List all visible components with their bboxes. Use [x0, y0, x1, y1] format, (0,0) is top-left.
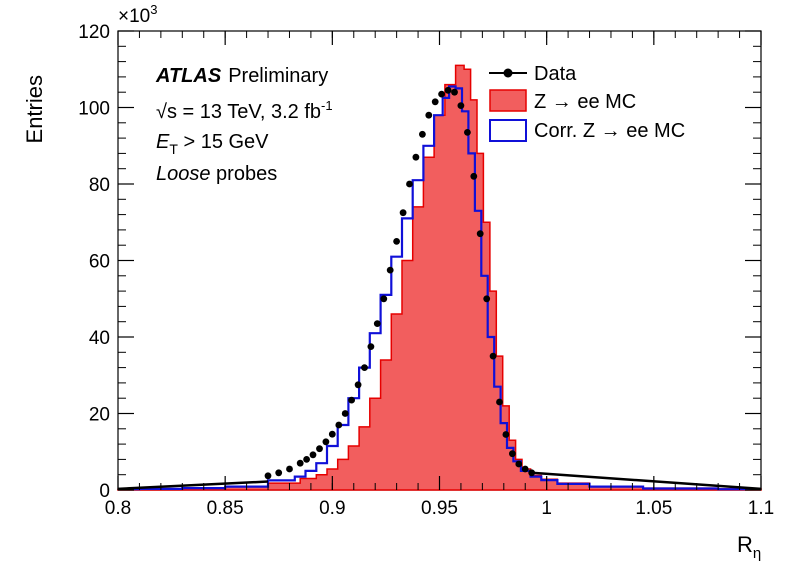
- x-axis: 0.8 0.85 0.9 0.95 1 1.05 1.1: [105, 31, 774, 519]
- legend-swatch-corr-mc: [489, 119, 527, 142]
- data-point: [509, 450, 516, 458]
- legend-swatch-mc: [489, 89, 527, 112]
- y-axis: 0 20 40 60 80 100 120: [78, 22, 761, 502]
- data-point: [464, 129, 471, 136]
- data-point: [438, 90, 445, 98]
- legend-marker-data: [503, 68, 513, 78]
- data-point: [296, 459, 304, 467]
- x-tick-label: 1.1: [748, 498, 774, 519]
- data-point: [431, 98, 439, 106]
- y-tick-label: 0: [99, 481, 110, 502]
- data-point: [483, 295, 491, 303]
- data-point: [521, 465, 529, 473]
- x-tick-label: 1: [541, 498, 552, 519]
- data-point: [373, 320, 381, 327]
- x-tick-label: 1.05: [635, 498, 672, 519]
- data-point: [476, 230, 484, 238]
- data-point: [309, 451, 317, 459]
- y-multiplier: ×103: [118, 2, 157, 27]
- y-tick-label: 120: [78, 22, 110, 43]
- x-axis-title: Rη: [737, 532, 761, 562]
- data-point: [354, 381, 362, 389]
- data-point: [367, 343, 375, 350]
- data-point: [316, 445, 323, 453]
- legend-label-data: Data: [534, 63, 577, 85]
- atlas-label: ATLAS Preliminary: [155, 65, 328, 87]
- data-point: [328, 430, 336, 438]
- data-point: [515, 460, 523, 468]
- y-tick-label: 20: [89, 405, 110, 426]
- data-point: [335, 421, 343, 429]
- data-point: [341, 410, 349, 417]
- data-point: [470, 172, 478, 180]
- data-point: [406, 180, 413, 188]
- data-point: [502, 431, 510, 438]
- data-point: [412, 153, 420, 161]
- data-tail: [117, 480, 269, 491]
- data-point: [444, 86, 452, 94]
- data-point: [303, 456, 310, 463]
- data-point: [528, 469, 536, 477]
- data-point: [419, 130, 426, 138]
- y-tick-label: 100: [78, 99, 110, 120]
- data-point: [425, 111, 433, 119]
- data-point: [489, 352, 497, 360]
- data-point: [386, 266, 394, 274]
- energy-label: √s = 13 TeV, 3.2 fb-1: [156, 98, 333, 123]
- y-tick-label: 60: [89, 252, 110, 273]
- data-point: [380, 295, 388, 303]
- data-point: [361, 364, 368, 371]
- data-point: [457, 102, 465, 109]
- probe-label: Loose probes: [156, 163, 277, 185]
- legend: Data Z → ee MC Corr. Z → ee MC: [489, 63, 685, 142]
- y-axis-title: Entries: [22, 75, 47, 143]
- data-point: [322, 438, 330, 446]
- data-point: [393, 238, 400, 245]
- data-point: [264, 472, 272, 480]
- x-tick-label: 0.9: [319, 498, 345, 519]
- x-tick-label: 0.95: [421, 498, 458, 519]
- data-point: [275, 469, 283, 477]
- data-point: [286, 465, 293, 473]
- legend-label-mc: Z → ee MC: [534, 91, 636, 113]
- data-point: [399, 209, 407, 217]
- et-cut-label: ET > 15 GeV: [156, 131, 269, 157]
- data-tail: [531, 471, 762, 491]
- data-point: [451, 88, 458, 96]
- y-tick-label: 40: [89, 328, 110, 349]
- y-tick-label: 80: [89, 175, 110, 196]
- x-tick-label: 0.8: [105, 498, 131, 519]
- x-tick-label: 0.85: [207, 498, 244, 519]
- legend-label-corr-mc: Corr. Z → ee MC: [534, 120, 685, 142]
- data-point: [496, 398, 503, 406]
- data-points-layer: [117, 86, 762, 491]
- data-point: [348, 396, 355, 404]
